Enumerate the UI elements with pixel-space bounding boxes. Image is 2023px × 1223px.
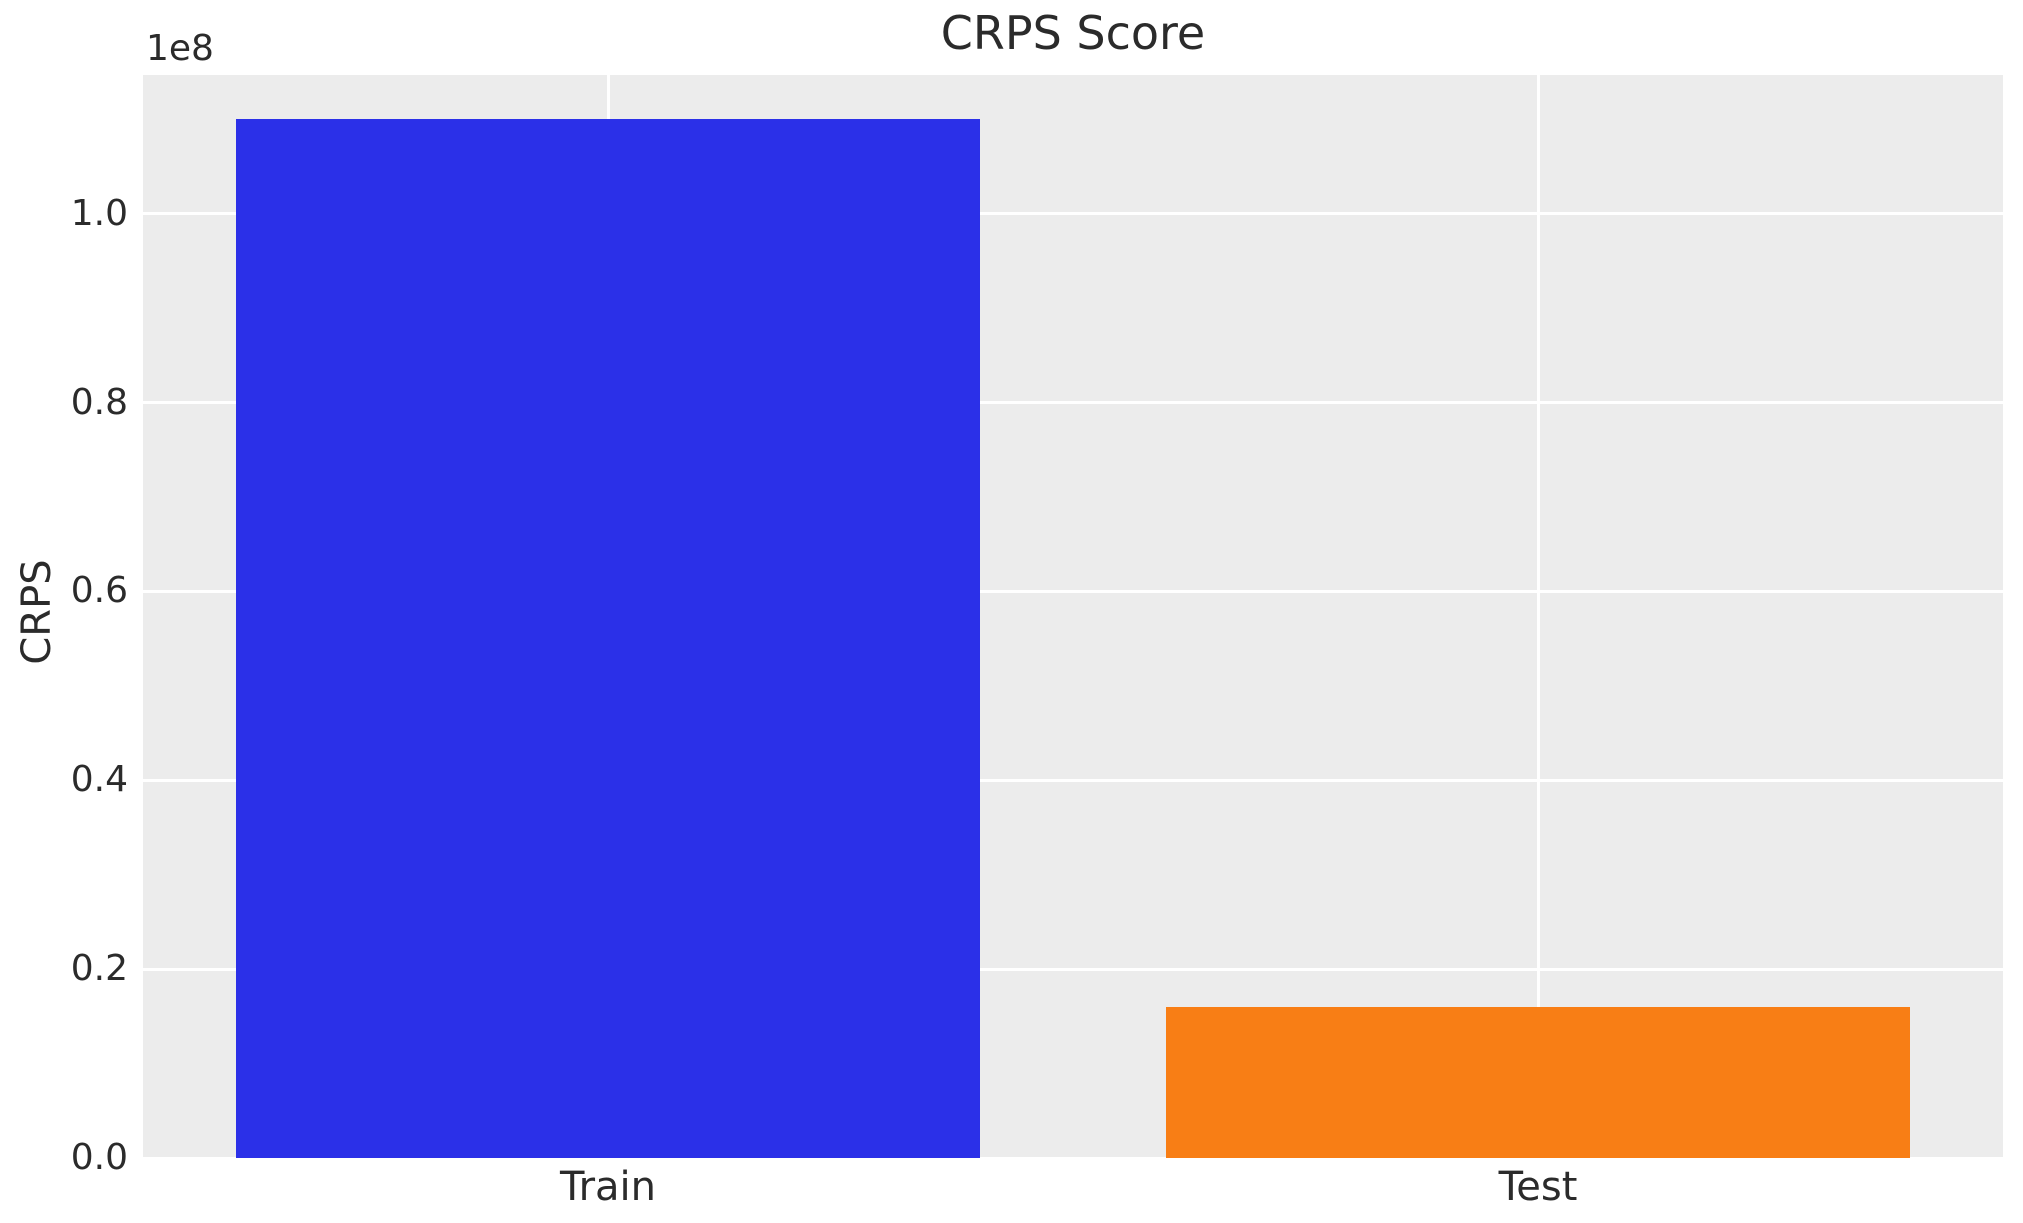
h-gridline	[143, 401, 2003, 405]
ytick-label: 0.8	[70, 381, 128, 423]
xtick-label-train: Train	[560, 1164, 656, 1210]
ytick-label: 1.0	[70, 192, 128, 234]
ytick-label: 0.2	[70, 948, 128, 990]
plot-area	[143, 75, 2003, 1160]
bar-train	[236, 119, 980, 1158]
v-gridline	[1536, 75, 1540, 1158]
ytick-label: 0.6	[70, 570, 128, 612]
y-axis-offset-text: 1e8	[146, 28, 214, 69]
xtick-label-test: Test	[1498, 1164, 1578, 1210]
h-gridline	[143, 778, 2003, 782]
ytick-label: 0.4	[70, 759, 128, 801]
chart-title: CRPS Score	[940, 6, 1206, 60]
bar-test	[1166, 1006, 1910, 1158]
h-gridline	[143, 967, 2003, 971]
h-gridline	[143, 212, 2003, 216]
h-gridline	[143, 589, 2003, 593]
h-gridline	[143, 1156, 2003, 1160]
ytick-label: 0.0	[70, 1137, 128, 1178]
